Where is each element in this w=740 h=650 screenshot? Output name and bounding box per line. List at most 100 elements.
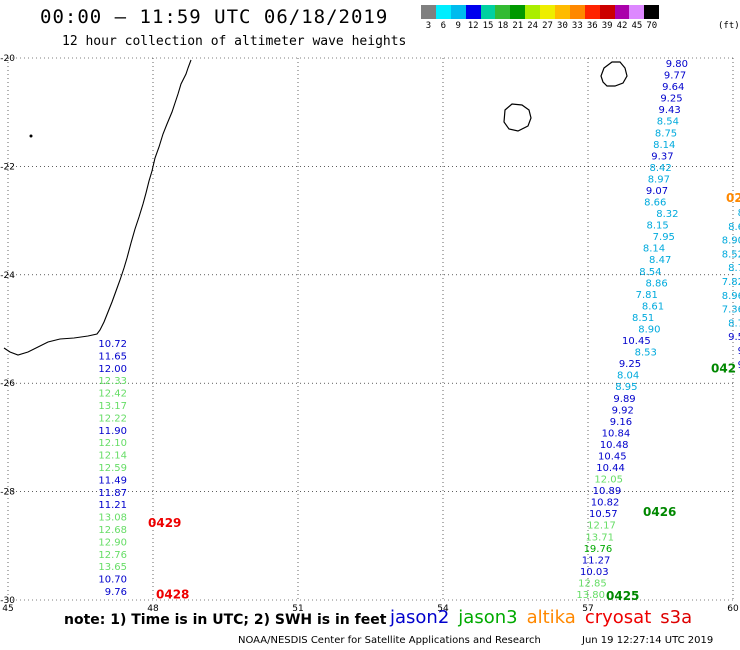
scale-swatch	[599, 5, 615, 19]
wave-height-reading: 11.87	[98, 488, 127, 499]
latitude-label: -28	[0, 488, 15, 498]
page-subtitle: 12 hour collection of altimeter wave hei…	[62, 34, 407, 49]
wave-height-reading: 8.52	[722, 249, 740, 260]
wave-height-reading: 11.21	[98, 500, 127, 511]
legend-item-jason3: jason3	[458, 607, 518, 628]
scale-swatch	[614, 5, 630, 19]
pass-time-label: 0425	[606, 589, 639, 603]
wave-height-reading: 9.89	[613, 394, 635, 405]
wave-height-reading: 13.80	[576, 590, 605, 601]
wave-height-reading: 19.76	[584, 544, 613, 555]
wave-height-reading: 8.54	[657, 117, 679, 128]
wave-height-reading: 8.32	[656, 209, 678, 220]
scale-swatch	[555, 5, 570, 19]
scale-label: 9	[455, 21, 461, 31]
wave-height-reading: 12.33	[98, 376, 127, 387]
wave-height-reading: 8	[738, 208, 740, 219]
wave-height-reading: 8.90	[638, 325, 660, 336]
legend-item-jason2: jason2	[390, 607, 450, 628]
scale-label: 6	[440, 21, 447, 31]
wave-height-reading: 12.14	[98, 451, 127, 462]
wave-height-reading: 10.82	[591, 498, 620, 509]
wave-height-reading: 8.42	[649, 163, 671, 174]
wave-height-reading: 8.66	[644, 198, 666, 209]
wave-height-reading: 7.81	[636, 290, 658, 301]
land-outlines	[3, 59, 628, 356]
credit-text: NOAA/NESDIS Center for Satellite Applica…	[238, 635, 541, 646]
wave-height-reading: 9.77	[664, 71, 686, 82]
pass-time-label: 0426	[643, 505, 676, 519]
wave-height-reading: 8.97	[648, 174, 670, 185]
wave-height-reading: 11.90	[98, 426, 127, 437]
wave-height-reading: 9.07	[646, 186, 668, 197]
timestamp-text: Jun 19 12:27:14 UTC 2019	[582, 635, 714, 646]
wave-height-reading: 8.47	[649, 255, 671, 266]
wave-height-reading: 10.89	[593, 486, 622, 497]
wave-height-reading: 8.6	[728, 222, 740, 233]
wave-height-reading: 7.82	[722, 277, 740, 288]
wave-height-reading: 8.15	[646, 221, 668, 232]
pass-time-label: 02	[726, 191, 740, 205]
wave-height-reading: 8.95	[615, 382, 637, 393]
latitude-label: -22	[0, 162, 15, 172]
scale-swatch	[465, 5, 481, 19]
longitude-label: 57	[582, 604, 593, 614]
scale-swatch	[450, 5, 466, 19]
wave-height-reading: 9.43	[659, 105, 681, 116]
scale-label: 30	[557, 21, 568, 31]
scale-label: 3	[425, 21, 432, 31]
wave-height-reading: 12.85	[578, 578, 607, 589]
longitude-label: 48	[147, 604, 159, 614]
scale-swatch	[435, 5, 451, 19]
wave-height-reading: 10.72	[98, 339, 127, 350]
color-scale-labels: 3 6 9 12 15 18 21 24 27 30 33 36 39 42 45 70	[421, 21, 659, 31]
legend-item-altika: altika	[526, 607, 576, 628]
latitude-label: -24	[0, 271, 15, 281]
pass-time-label: 042	[711, 362, 736, 376]
scale-swatch	[480, 5, 496, 19]
wave-height-reading: 8.51	[632, 313, 654, 324]
pass-time-label: 0429	[148, 516, 181, 530]
scale-swatch	[525, 5, 541, 19]
wave-height-reading: 11.49	[98, 475, 127, 486]
wave-height-reading: 9.16	[610, 417, 632, 428]
pass-time-label: 0428	[156, 588, 189, 602]
scale-swatch	[569, 5, 585, 19]
wave-height-reading: 11.27	[582, 555, 611, 566]
wave-height-reading: 9.92	[612, 405, 634, 416]
wave-height-reading: 11.65	[98, 351, 127, 362]
wave-height-reading: 12.00	[98, 364, 127, 375]
wave-height-reading: 9.5	[728, 332, 740, 343]
scale-label: 36	[586, 21, 598, 31]
track-east-labels: 9.809.779.649.259.438.548.758.149.378.42…	[576, 59, 688, 601]
wave-height-reading: 8.7	[728, 263, 740, 274]
longitude-label: 45	[2, 604, 13, 614]
wave-height-reading: 8.04	[617, 371, 639, 382]
wave-height-reading: 12.68	[98, 525, 127, 536]
wave-height-reading: 7.36	[722, 305, 740, 316]
wave-height-reading: 9	[738, 346, 740, 357]
scale-label: 15	[482, 21, 494, 31]
scale-swatch	[584, 5, 600, 19]
wave-height-reading: 12.05	[594, 475, 623, 486]
wave-height-reading: 9.64	[662, 82, 684, 93]
wave-height-reading: 10.03	[580, 567, 609, 578]
wave-height-reading: 13.17	[98, 401, 127, 412]
wave-height-reading: 9.80	[666, 59, 688, 70]
color-scale-unit: (ft)	[718, 21, 740, 31]
wave-height-reading: 12.22	[98, 413, 127, 424]
longitude-label: 51	[292, 604, 303, 614]
pass-time-labels: 0429 0428 0426 0425 042 02	[148, 191, 740, 603]
wave-height-reading: 8.14	[643, 244, 665, 255]
wave-height-reading: 12.76	[98, 550, 127, 561]
scale-label: 12	[467, 21, 479, 31]
scale-label: 21	[512, 21, 524, 31]
wave-height-reading: 13.08	[98, 513, 127, 524]
wave-height-reading: 8.14	[653, 140, 675, 151]
madagascar-coast	[3, 59, 192, 356]
scale-swatch	[644, 5, 660, 19]
wave-height-reading: 8.53	[635, 348, 657, 359]
wave-height-reading: 7.95	[653, 232, 675, 243]
